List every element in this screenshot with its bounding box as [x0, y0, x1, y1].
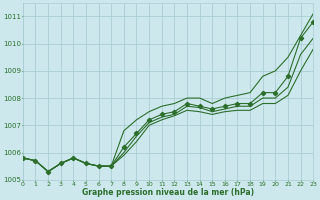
X-axis label: Graphe pression niveau de la mer (hPa): Graphe pression niveau de la mer (hPa) — [82, 188, 254, 197]
